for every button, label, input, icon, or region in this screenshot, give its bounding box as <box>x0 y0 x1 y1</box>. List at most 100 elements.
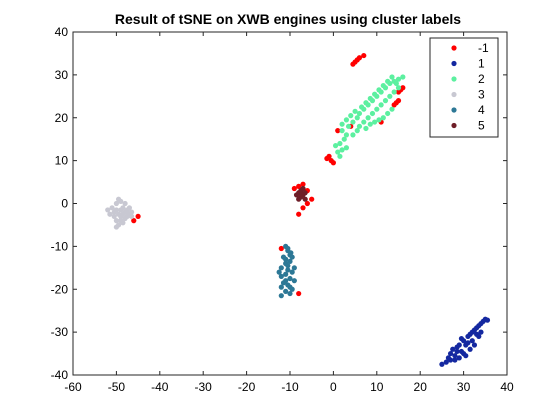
data-point <box>107 211 113 217</box>
data-point <box>128 213 135 219</box>
data-point <box>300 205 306 211</box>
data-point <box>395 85 402 91</box>
data-point <box>356 55 363 61</box>
data-point <box>335 128 341 134</box>
series-2 <box>332 74 406 159</box>
data-point <box>458 335 465 342</box>
series-1 <box>439 316 491 367</box>
x-tick-label: -50 <box>108 380 126 394</box>
data-point <box>337 153 343 159</box>
data-point <box>283 288 289 294</box>
legend-marker <box>451 60 457 67</box>
data-point <box>369 110 376 117</box>
data-point <box>278 284 284 290</box>
data-point <box>467 331 473 337</box>
data-point <box>278 245 284 252</box>
data-point <box>484 317 491 323</box>
data-point <box>293 192 300 198</box>
data-point <box>337 140 343 147</box>
data-point <box>447 350 454 357</box>
data-point <box>126 205 133 211</box>
data-point <box>296 290 302 297</box>
data-point <box>387 93 393 99</box>
data-point <box>291 265 297 271</box>
data-point <box>476 333 482 340</box>
data-point <box>363 125 369 132</box>
data-point <box>299 191 305 197</box>
data-point <box>289 254 295 260</box>
data-point <box>385 110 391 117</box>
data-point <box>113 218 119 224</box>
series-4 <box>276 243 297 299</box>
data-point <box>376 117 382 123</box>
data-point <box>471 342 478 348</box>
data-point <box>465 340 471 346</box>
data-point <box>372 119 378 125</box>
data-point <box>339 128 345 134</box>
data-point <box>380 82 386 89</box>
data-point <box>283 278 289 284</box>
data-point <box>354 128 360 134</box>
data-point <box>115 196 122 202</box>
data-point <box>471 327 478 333</box>
x-tick-label: 10 <box>370 380 384 394</box>
plot-area: -60 -50 -40 -30 -20 -10 0 10 20 30 40 -40 -30 -20 -10 0… <box>51 25 514 394</box>
series-5 <box>293 185 308 202</box>
data-point <box>291 185 297 192</box>
data-point <box>105 207 111 213</box>
legend-marker <box>451 107 457 113</box>
data-point <box>124 213 130 219</box>
data-point <box>111 213 117 219</box>
data-point <box>367 95 373 102</box>
legend-label: 1 <box>478 57 485 71</box>
data-point <box>367 121 373 127</box>
data-point <box>389 106 395 112</box>
data-point <box>463 353 469 359</box>
y-tick-label: -30 <box>51 325 69 339</box>
data-point <box>452 353 458 359</box>
data-point <box>131 218 137 224</box>
data-point <box>300 185 306 192</box>
data-point <box>372 91 378 97</box>
data-point <box>332 143 339 149</box>
data-point <box>278 293 284 299</box>
x-tick-label: 30 <box>457 380 471 394</box>
data-point <box>324 155 330 162</box>
y-tick-label: -20 <box>51 282 69 296</box>
data-point <box>380 115 386 121</box>
data-point <box>113 200 119 207</box>
legend-marker <box>451 76 457 82</box>
data-point <box>285 245 291 252</box>
data-point <box>359 104 365 110</box>
chart-title: Result of tSNE on XWB engines using clus… <box>115 11 461 27</box>
x-tick-label: -60 <box>64 380 82 394</box>
data-point <box>361 52 367 59</box>
data-point <box>452 357 458 363</box>
x-tick-label: -30 <box>195 380 213 394</box>
data-point <box>278 273 284 279</box>
data-point <box>288 250 294 256</box>
legend-marker <box>451 91 457 98</box>
data-point <box>128 209 135 215</box>
data-point <box>296 183 302 189</box>
data-point <box>120 220 126 226</box>
data-point <box>283 256 289 262</box>
series-0 <box>131 52 406 297</box>
data-point <box>285 267 291 273</box>
legend-label: -1 <box>478 41 489 55</box>
x-tick-label: -40 <box>151 380 169 394</box>
data-point <box>393 80 399 87</box>
y-tick-label: 0 <box>61 197 68 211</box>
data-point <box>400 74 406 80</box>
data-point <box>478 329 484 335</box>
data-point <box>122 200 128 207</box>
y-tick-label: 10 <box>55 154 69 168</box>
data-point <box>300 181 306 187</box>
data-point <box>395 76 402 82</box>
data-point <box>450 346 456 352</box>
data-point <box>391 89 397 95</box>
x-tick-label: 40 <box>500 380 514 394</box>
y-tick-label: -40 <box>51 368 69 382</box>
data-point <box>385 78 391 84</box>
